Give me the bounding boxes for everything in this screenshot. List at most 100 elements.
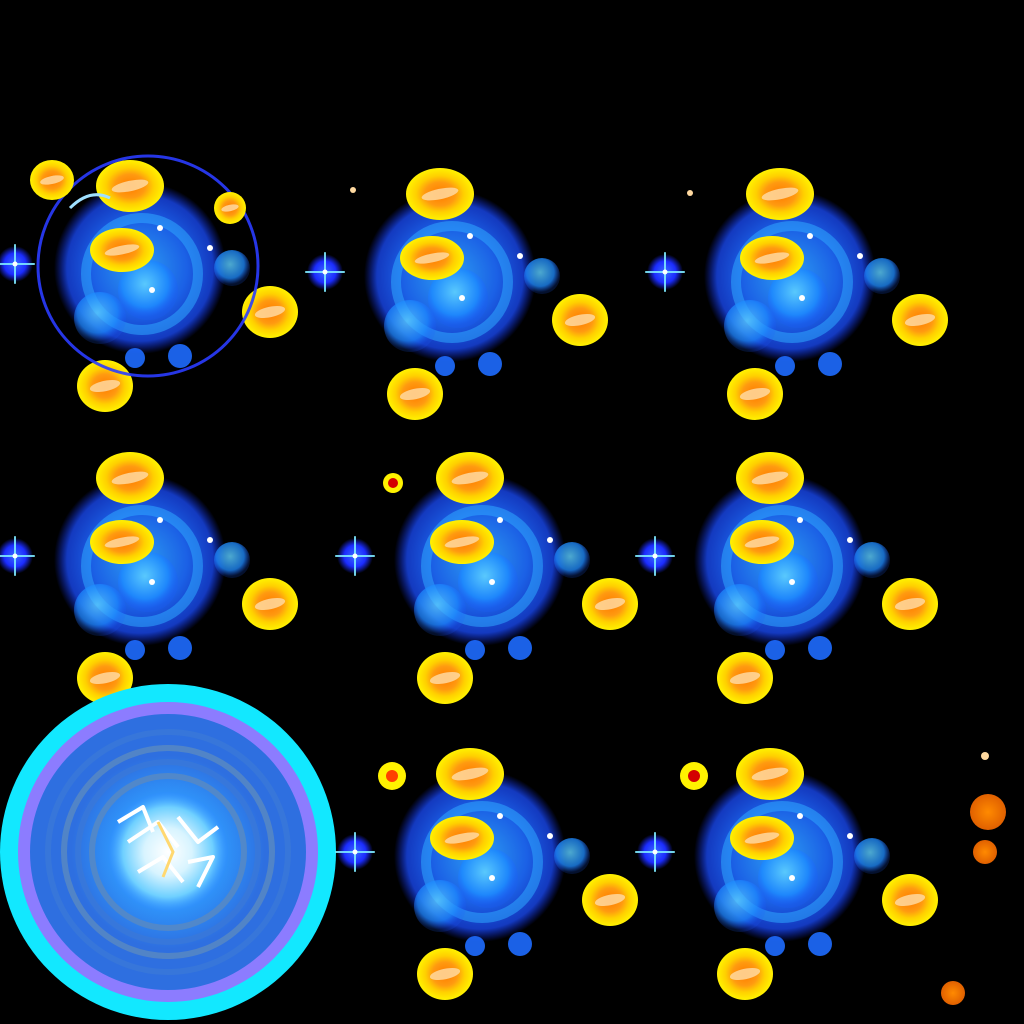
orb-glint xyxy=(807,233,813,239)
orb-bubble xyxy=(724,300,776,352)
orb-bubble xyxy=(74,584,126,636)
orb-bubble xyxy=(118,260,178,320)
orb-bubble xyxy=(854,542,890,578)
orb-bubble xyxy=(214,250,250,286)
orb-bubble xyxy=(554,838,590,874)
orb-glint xyxy=(847,833,853,839)
flare-streak xyxy=(751,471,789,485)
orb-bubble xyxy=(414,880,466,932)
orb-glint xyxy=(789,579,795,585)
flare-streak xyxy=(221,204,239,212)
star-core xyxy=(352,849,358,855)
burst-core xyxy=(108,792,228,912)
star-core xyxy=(12,261,18,267)
orb-bubble xyxy=(854,838,890,874)
star-core xyxy=(12,553,18,559)
flare-streak xyxy=(429,967,461,981)
orb-glint xyxy=(459,295,465,301)
flare-streak xyxy=(904,313,936,327)
orb-swirl xyxy=(721,801,843,923)
flare-streak xyxy=(254,305,286,319)
ember-particle xyxy=(970,794,1006,830)
sprite-frame-2 xyxy=(305,168,608,420)
orb-bubble xyxy=(458,848,518,908)
orb-glint xyxy=(207,245,213,251)
orb-glint xyxy=(797,813,803,819)
orb-swirl xyxy=(81,505,203,627)
orb-ring xyxy=(36,154,260,378)
flare-streak xyxy=(89,379,121,393)
flare-streak xyxy=(444,536,480,548)
sprite-frame-3 xyxy=(645,168,948,420)
orb-swirl xyxy=(731,221,853,343)
orb-swirl xyxy=(81,213,203,335)
orb-bubble xyxy=(508,932,532,956)
orb-bubble xyxy=(765,640,785,660)
flare-streak xyxy=(594,597,626,611)
orb-bubble xyxy=(435,356,455,376)
flare-streak xyxy=(429,671,461,685)
orb-bubble xyxy=(808,932,832,956)
ember-particle xyxy=(973,840,997,864)
orb-bubble xyxy=(758,848,818,908)
flare-streak xyxy=(744,536,780,548)
ember-particle xyxy=(687,190,693,196)
shockwave-ripple xyxy=(75,759,261,945)
flare-streak xyxy=(254,597,286,611)
orb-glint xyxy=(799,295,805,301)
sprite-frame-6 xyxy=(635,452,938,704)
star-core xyxy=(652,553,658,559)
orb-bubble xyxy=(554,542,590,578)
lightning-shard xyxy=(116,805,155,833)
star-core xyxy=(322,269,328,275)
orb-bubble xyxy=(214,542,250,578)
orb-glint xyxy=(157,517,163,523)
orb-bubble xyxy=(74,292,126,344)
flare-streak xyxy=(744,832,780,844)
flare-streak xyxy=(451,767,489,781)
ember-particle xyxy=(981,752,989,760)
sprite-frame-5 xyxy=(335,452,638,704)
lightning-shard xyxy=(156,821,175,878)
sprite-frame-9 xyxy=(635,748,938,1000)
flare-streak xyxy=(111,179,149,193)
orb-bubble xyxy=(168,344,192,368)
flare-streak xyxy=(564,313,596,327)
ember-particle xyxy=(350,187,356,193)
lightning-shard xyxy=(176,815,220,844)
flare-streak xyxy=(444,832,480,844)
orb-glint xyxy=(149,287,155,293)
orb-swirl xyxy=(721,505,843,627)
lightning-shard xyxy=(187,855,215,888)
flare-streak xyxy=(739,387,771,401)
flare-streak xyxy=(40,175,64,185)
orb-glint xyxy=(497,813,503,819)
ember-particle xyxy=(688,770,700,782)
star-core xyxy=(662,269,668,275)
orb-bubble xyxy=(818,352,842,376)
orb-glint xyxy=(149,579,155,585)
flare-streak xyxy=(421,187,459,201)
orb-swirl xyxy=(421,505,543,627)
flare-streak xyxy=(111,471,149,485)
orb-glint xyxy=(497,517,503,523)
flare-streak xyxy=(729,671,761,685)
flare-streak xyxy=(414,252,450,264)
sprite-frame-4 xyxy=(0,452,298,704)
orb-bubble xyxy=(768,268,828,328)
orb-glint xyxy=(157,225,163,231)
flare-streak xyxy=(761,187,799,201)
orb-glint xyxy=(857,253,863,259)
orb-bubble xyxy=(508,636,532,660)
orb-glint xyxy=(789,875,795,881)
ember-particle xyxy=(941,981,965,1005)
orb-bubble xyxy=(168,636,192,660)
orb-bubble xyxy=(118,552,178,612)
orb-bubble xyxy=(808,636,832,660)
star-core xyxy=(352,553,358,559)
orb-bubble xyxy=(775,356,795,376)
sprite-frame-8 xyxy=(335,748,638,1000)
orb-glint xyxy=(797,517,803,523)
ember-particle xyxy=(386,770,398,782)
